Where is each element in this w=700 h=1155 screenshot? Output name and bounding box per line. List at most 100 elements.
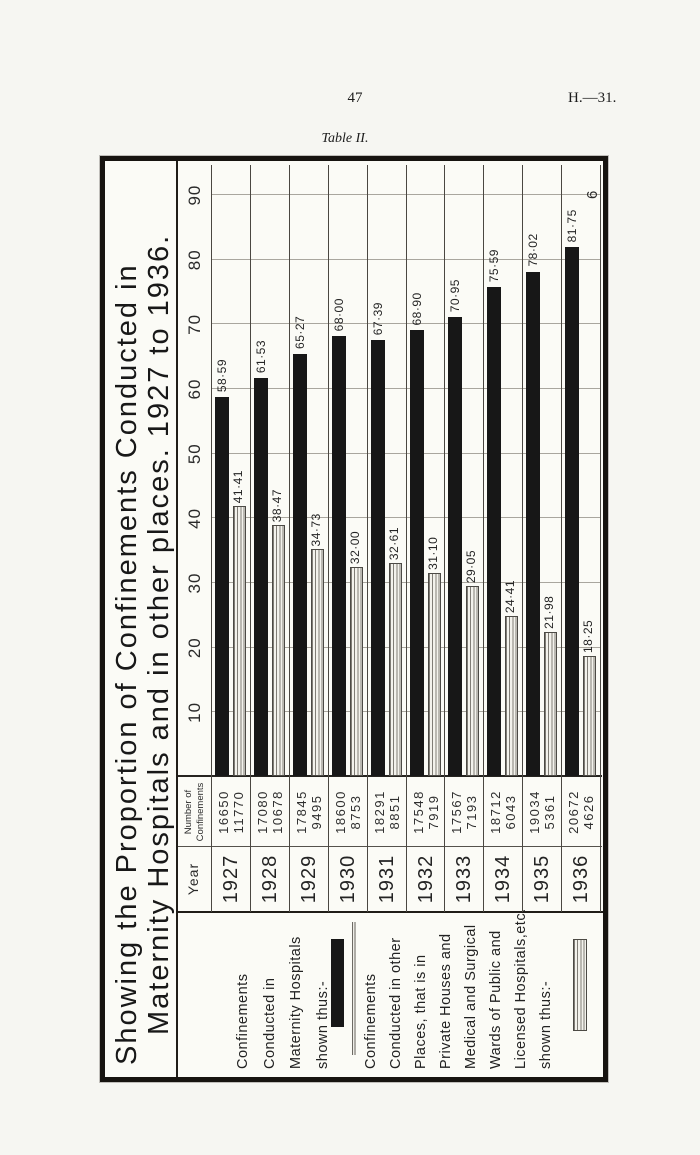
bar-label-maternity: 68·00 <box>331 298 346 332</box>
title-separator-line <box>176 161 178 1077</box>
axis-tick-label: 40 <box>185 507 204 529</box>
year-label: 1932 <box>414 854 437 904</box>
table-caption: Table II. <box>321 131 369 146</box>
bar-label-maternity: 81·75 <box>565 209 580 243</box>
bar-maternity <box>331 336 346 776</box>
row-separator <box>444 165 446 912</box>
plate-mark: 6 <box>584 190 601 199</box>
bar-label-other: 24·41 <box>503 579 518 614</box>
bar-label-other: 31·10 <box>425 536 440 570</box>
year-label: 1936 <box>570 854 593 904</box>
axis-tick-label: 80 <box>185 249 204 271</box>
axis-tick-label: 10 <box>185 701 204 723</box>
axis-tick-label: 90 <box>185 184 204 206</box>
bar-label-maternity: 68·90 <box>409 292 424 326</box>
bar-maternity <box>253 378 268 776</box>
count-maternity: 17567 <box>449 790 465 834</box>
row-separator <box>561 165 563 912</box>
bar-other <box>388 563 402 776</box>
bar-other <box>583 656 597 776</box>
legend-other-line: Confinements <box>363 973 379 1069</box>
count-other: 5361 <box>542 794 558 830</box>
legend-swatch-solid <box>331 939 344 1027</box>
axis-tick-label: 20 <box>185 637 204 659</box>
bar-label-other: 32·61 <box>386 526 401 561</box>
bar-other <box>233 506 246 776</box>
legend-other-line: Conducted in other <box>388 937 404 1069</box>
chart-title-line2: Maternity Hospitals and in other places.… <box>143 233 175 1035</box>
legend-swatch-hatched <box>573 939 587 1031</box>
axis-tick-label: 30 <box>185 572 204 594</box>
legend-maternity-line: Maternity Hospitals <box>288 936 304 1069</box>
row-separator <box>288 165 290 912</box>
year-label: 1934 <box>492 854 515 904</box>
legend-table-separator-line <box>176 911 603 913</box>
bar-maternity <box>215 397 229 776</box>
legend-other-line: Medical and Surgical <box>463 924 479 1069</box>
row-separator <box>483 165 485 912</box>
bar-label-maternity: 65·27 <box>292 315 307 349</box>
row-separator <box>405 165 407 912</box>
legend-other-line: Wards of Public and <box>488 930 504 1069</box>
bar-other <box>466 586 480 776</box>
bar-maternity <box>292 353 307 776</box>
bar-label-maternity: 67·39 <box>370 302 385 336</box>
bar-label-maternity: 58·59 <box>215 358 229 393</box>
year-label: 1930 <box>336 854 359 904</box>
header-underline <box>211 165 212 912</box>
row-separator <box>522 165 524 912</box>
year-label: 1929 <box>297 854 320 904</box>
count-other: 7193 <box>464 794 480 830</box>
count-other: 8851 <box>386 794 402 830</box>
bar-maternity <box>526 271 541 776</box>
bar-label-maternity: 75·59 <box>487 249 502 283</box>
count-other: 9495 <box>308 794 324 830</box>
year-column-header: Year <box>185 862 201 896</box>
count-column-header-line2: Confinements <box>195 782 206 842</box>
chart-frame: Showing the Proportion of Confinements C… <box>100 156 608 1082</box>
count-other: 6043 <box>503 794 519 830</box>
row-separator <box>600 165 601 912</box>
legend-other-line: Licensed Hospitals,etc. <box>513 908 529 1069</box>
bar-label-maternity: 78·02 <box>526 233 541 267</box>
count-maternity: 17845 <box>293 790 309 834</box>
row-separator <box>327 165 329 912</box>
bar-label-maternity: 70·95 <box>448 279 463 313</box>
bar-other <box>427 572 441 776</box>
bar-other <box>505 616 519 776</box>
bar-maternity <box>409 330 424 776</box>
count-column-header-line1: Number of <box>183 789 194 835</box>
year-label: 1935 <box>531 854 554 904</box>
doc-reference: H.—31. <box>568 90 617 106</box>
count-maternity: 18600 <box>332 790 348 834</box>
count-maternity: 20672 <box>566 790 582 834</box>
bar-other <box>271 525 285 776</box>
bar-other <box>544 631 558 776</box>
axis-tick-label: 50 <box>185 443 204 465</box>
bar-label-other: 38·47 <box>269 489 284 523</box>
count-maternity: 16650 <box>216 790 231 834</box>
bar-label-other: 34·73 <box>308 513 323 547</box>
bar-label-other: 41·41 <box>231 470 245 504</box>
legend-other-line: shown thus:- <box>538 980 554 1069</box>
count-maternity: 17080 <box>254 790 270 834</box>
legend-maternity-line: shown thus:- <box>314 980 331 1069</box>
bar-maternity <box>370 340 385 776</box>
row-separator <box>249 165 251 912</box>
year-label: 1928 <box>258 854 281 904</box>
count-other: 7919 <box>425 794 441 830</box>
legend-maternity-line: Confinements <box>235 973 251 1069</box>
rotated-chart-canvas: Showing the Proportion of Confinements C… <box>105 161 603 1077</box>
bar-label-other: 18·25 <box>581 619 596 653</box>
count-other: 11770 <box>231 790 246 834</box>
year-label: 1933 <box>453 854 476 904</box>
year-label: 1931 <box>375 854 398 904</box>
bar-other <box>349 567 363 776</box>
legend-maternity-line: Conducted in <box>261 977 278 1069</box>
legend-other-line: Private Houses and <box>438 933 454 1069</box>
chart-title-line1: Showing the Proportion of Confinements C… <box>111 263 143 1065</box>
bar-label-other: 32·00 <box>347 530 362 565</box>
legend-divider-hatched-line <box>352 922 356 1055</box>
count-maternity: 18291 <box>371 790 387 834</box>
